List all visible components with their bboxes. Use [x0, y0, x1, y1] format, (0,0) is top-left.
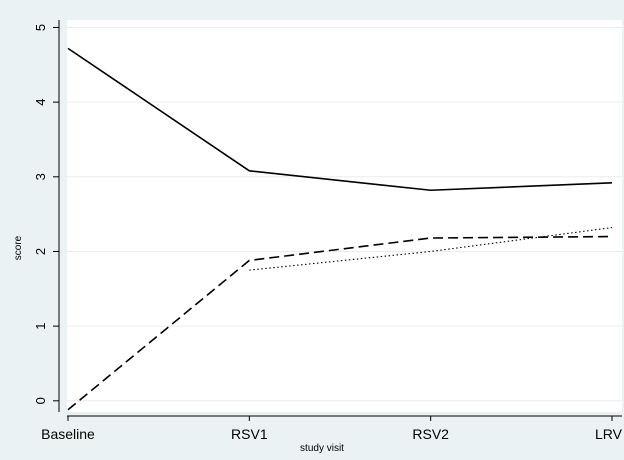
x-tick-label-rsv2: RSV2 — [412, 426, 449, 442]
x-tick-label-lrv: LRV — [595, 426, 623, 442]
y-axis-label: score — [13, 235, 24, 260]
series-line-dotted — [249, 227, 613, 271]
plot-area — [67, 20, 622, 412]
y-tick-label-5: 5 — [33, 24, 48, 31]
x-tick-label-rsv1: RSV1 — [231, 426, 268, 442]
y-tick-label-1: 1 — [33, 323, 48, 330]
series-line-solid — [67, 47, 613, 192]
x-axis-label: study visit — [300, 443, 344, 454]
y-tick-label-0: 0 — [33, 397, 48, 404]
x-tick-label-baseline: Baseline — [41, 426, 95, 442]
y-tick-label-3: 3 — [33, 173, 48, 180]
y-tick-label-2: 2 — [33, 248, 48, 255]
y-tick-label-4: 4 — [33, 99, 48, 106]
